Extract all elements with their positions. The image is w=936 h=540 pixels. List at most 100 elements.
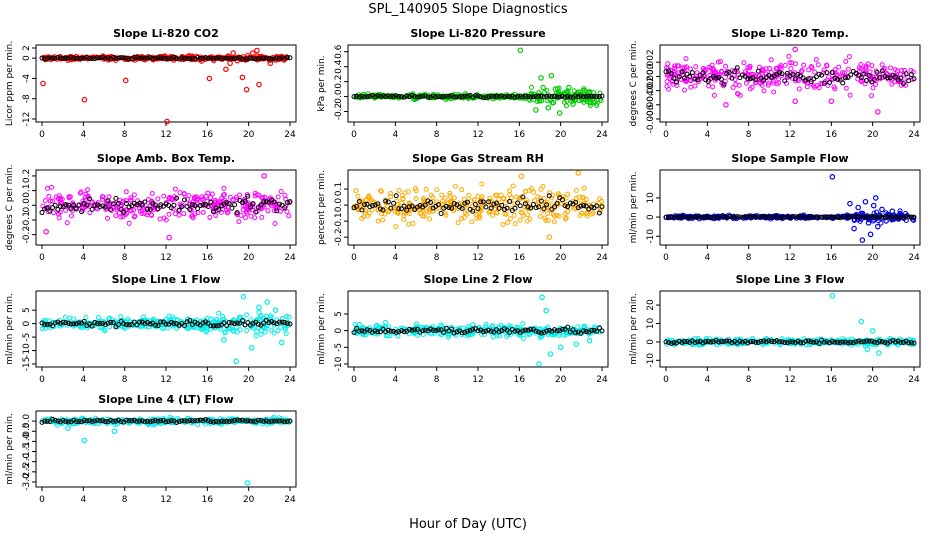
data-point <box>882 214 888 220</box>
data-point <box>443 203 449 209</box>
data-point <box>261 204 267 210</box>
data-point-outlier <box>858 318 865 325</box>
data-point <box>50 55 56 61</box>
data-point <box>258 202 264 208</box>
x-tick-label: 8 <box>434 253 440 263</box>
data-point <box>435 94 441 100</box>
data-point <box>753 77 759 83</box>
data-point <box>522 93 528 99</box>
data-point <box>689 214 695 220</box>
data-point-outlier <box>586 337 593 344</box>
data-point <box>858 61 864 67</box>
data-point <box>734 214 740 220</box>
data-point <box>773 66 779 72</box>
data-point <box>503 211 509 217</box>
data-point <box>215 200 221 206</box>
data-point <box>221 55 227 61</box>
data-point <box>819 72 825 78</box>
data-point <box>676 74 682 80</box>
x-tick-label: 20 <box>243 130 255 140</box>
data-point <box>111 204 117 210</box>
data-point <box>412 185 418 191</box>
data-point-outlier <box>230 50 236 56</box>
data-point <box>550 192 556 198</box>
data-point <box>538 93 544 99</box>
plot-frame <box>659 290 921 368</box>
data-point <box>813 74 819 80</box>
data-point <box>171 54 177 60</box>
data-point <box>375 218 381 224</box>
data-point <box>559 93 565 99</box>
data-point <box>452 183 458 189</box>
data-point <box>284 54 290 60</box>
series-colored <box>664 46 916 115</box>
data-point <box>552 94 558 100</box>
data-point <box>433 94 439 100</box>
data-point <box>885 214 891 220</box>
data-point <box>362 202 368 208</box>
x-tick-label: 0 <box>39 495 45 505</box>
data-point <box>808 213 814 219</box>
data-point <box>406 221 412 227</box>
data-point <box>39 55 45 61</box>
data-point <box>472 201 478 207</box>
data-point <box>847 92 853 98</box>
data-point <box>157 216 163 222</box>
data-point <box>236 219 242 225</box>
data-point <box>567 94 573 100</box>
data-point <box>792 214 798 220</box>
data-point <box>97 204 103 210</box>
x-tick-label: 16 <box>202 495 214 505</box>
y-tick-label: -15 <box>22 357 32 372</box>
data-point <box>178 203 184 209</box>
data-point <box>110 54 116 60</box>
y-axis-label: degrees C per min. <box>5 165 15 251</box>
data-point <box>540 183 546 189</box>
data-point <box>284 209 290 215</box>
data-point <box>906 78 912 84</box>
data-point <box>900 215 906 221</box>
data-point <box>887 75 893 81</box>
y-tick-label: 20 <box>646 299 656 311</box>
data-point <box>66 195 72 201</box>
data-point <box>544 202 550 208</box>
data-point <box>234 210 240 216</box>
data-point <box>123 55 129 61</box>
data-point <box>674 214 680 220</box>
x-tick-label: 24 <box>908 253 920 263</box>
data-point <box>102 204 108 210</box>
data-point <box>469 219 475 225</box>
data-point <box>734 65 740 71</box>
x-tick-label: 8 <box>746 130 752 140</box>
data-point <box>158 55 164 61</box>
data-point <box>713 75 719 81</box>
data-point <box>42 56 48 62</box>
data-point <box>846 54 852 60</box>
data-point <box>676 214 682 220</box>
data-point <box>128 197 134 203</box>
data-point <box>237 327 243 333</box>
data-point <box>263 55 269 61</box>
data-point <box>895 79 901 85</box>
data-point <box>155 55 161 61</box>
y-tick-label: 0.0 <box>334 89 344 104</box>
data-point <box>80 207 86 213</box>
data-point <box>123 201 129 207</box>
data-point <box>509 93 515 99</box>
data-point <box>187 206 193 212</box>
data-point-outlier <box>540 84 546 91</box>
y-tick-label: 0.000 <box>646 63 656 89</box>
data-point <box>531 189 537 195</box>
data-point <box>150 56 156 62</box>
data-point <box>110 201 116 207</box>
x-tick-label: 20 <box>555 375 567 385</box>
data-point <box>556 213 562 219</box>
data-point <box>378 188 384 194</box>
x-tick-label: 8 <box>434 375 440 385</box>
data-point-outlier <box>573 341 579 347</box>
y-tick-label: -0.002 <box>646 76 656 105</box>
data-point <box>163 55 169 61</box>
data-point <box>358 198 364 204</box>
data-point <box>483 204 489 210</box>
data-point <box>478 199 484 205</box>
